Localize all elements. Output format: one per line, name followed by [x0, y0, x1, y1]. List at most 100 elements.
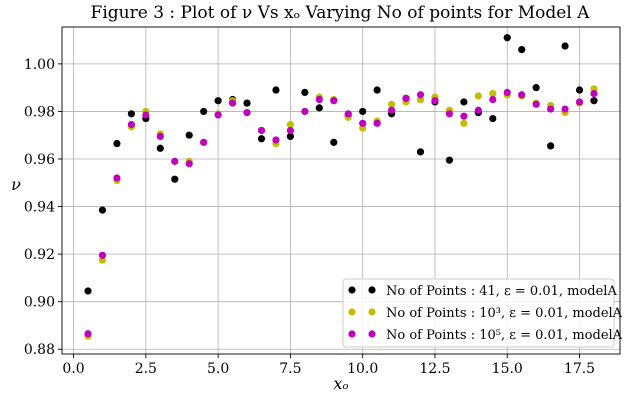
- data-point: [445, 156, 454, 164]
- data-point: [156, 144, 164, 152]
- data-point: [301, 88, 309, 96]
- data-point: [373, 86, 381, 94]
- data-point: [445, 110, 454, 118]
- data-point: [431, 97, 439, 105]
- data-point: [272, 136, 280, 144]
- data-point: [200, 138, 208, 146]
- data-point: [200, 107, 208, 116]
- data-point: [387, 100, 396, 108]
- data-point: [460, 119, 468, 127]
- x-tick-label: 12.5: [419, 361, 450, 377]
- data-point: [127, 110, 135, 118]
- legend-marker: [368, 330, 376, 338]
- y-tick-label: 0.94: [24, 200, 55, 216]
- legend-marker: [368, 308, 376, 316]
- data-point: [575, 86, 584, 94]
- series-1: [84, 34, 598, 295]
- data-point: [156, 132, 164, 140]
- data-points: [84, 34, 598, 340]
- data-point: [518, 45, 526, 54]
- data-point: [532, 100, 540, 108]
- data-point: [127, 120, 135, 129]
- data-point: [503, 88, 511, 96]
- data-point: [416, 148, 425, 156]
- data-point: [344, 110, 352, 118]
- legend-label: No of Points : 10⁵, ε = 0.01, modelA: [386, 328, 623, 343]
- data-point: [561, 42, 569, 50]
- data-point: [243, 99, 251, 107]
- x-axis: 0.0 2.5 5.0 7.5 10.0 12.5 15.0 17.5: [62, 354, 595, 377]
- data-point: [214, 111, 222, 119]
- y-tick-label: 1.00: [24, 57, 55, 73]
- data-point: [402, 94, 410, 102]
- data-point: [359, 119, 367, 127]
- data-point: [532, 84, 540, 92]
- chart-title: Figure 3 : Plot of ν Vs xₒ Varying No of…: [91, 3, 591, 23]
- y-tick-label: 0.92: [24, 247, 55, 263]
- data-point: [315, 95, 323, 104]
- data-point: [257, 126, 266, 135]
- data-point: [373, 119, 381, 127]
- plot-frame: [61, 26, 621, 355]
- data-point: [474, 106, 482, 114]
- data-point: [387, 106, 396, 114]
- data-point: [489, 89, 497, 98]
- data-point: [561, 105, 569, 113]
- data-point: [286, 132, 295, 140]
- y-axis: 0.88 0.90 0.92 0.94 0.96 0.98 1.00: [24, 57, 62, 358]
- x-tick-label: 7.5: [279, 361, 301, 377]
- y-tick-label: 0.98: [24, 104, 55, 120]
- y-tick-label: 0.96: [24, 152, 55, 168]
- data-point: [590, 89, 598, 98]
- series-3: [84, 88, 598, 338]
- x-tick-label: 0.0: [62, 361, 84, 377]
- legend-label: No of Points : 10³, ε = 0.01, modelA: [386, 306, 623, 321]
- data-point: [518, 91, 526, 99]
- data-point: [359, 107, 367, 116]
- x-tick-label: 2.5: [135, 361, 157, 377]
- data-point: [98, 206, 107, 214]
- x-tick-label: 5.0: [207, 361, 229, 377]
- data-point: [185, 131, 193, 139]
- data-point: [84, 287, 92, 295]
- data-point: [142, 111, 150, 119]
- data-point: [474, 92, 482, 100]
- data-point: [503, 34, 511, 42]
- data-point: [547, 105, 555, 113]
- data-point: [113, 174, 121, 182]
- legend-box: [342, 278, 615, 348]
- data-point: [214, 97, 222, 105]
- data-point: [489, 114, 497, 123]
- y-axis-label: ν: [11, 175, 21, 194]
- data-point: [575, 98, 584, 106]
- data-point: [460, 112, 468, 120]
- data-point: [171, 175, 179, 183]
- data-point: [416, 91, 425, 99]
- legend-entry: No of Points : 10⁵, ε = 0.01, modelA: [348, 328, 623, 343]
- data-point: [330, 97, 338, 105]
- data-point: [301, 107, 309, 116]
- legend-marker: [348, 308, 356, 316]
- legend-marker: [368, 286, 376, 294]
- data-point: [286, 120, 295, 129]
- y-tick-label: 0.88: [24, 342, 55, 358]
- legend: No of Points : 41, ε = 0.01, modelA No of…: [342, 278, 623, 348]
- y-tick-label: 0.90: [24, 295, 55, 311]
- legend-entry: No of Points : 10³, ε = 0.01, modelA: [348, 306, 623, 321]
- data-point: [272, 86, 280, 94]
- x-tick-label: 10.0: [347, 361, 378, 377]
- data-point: [330, 138, 338, 146]
- data-point: [460, 98, 468, 106]
- data-point: [590, 97, 598, 105]
- data-point: [315, 104, 323, 112]
- legend-label: No of Points : 41, ε = 0.01, modelA: [386, 284, 617, 299]
- x-axis-label: xₒ: [333, 374, 348, 393]
- legend-marker: [348, 330, 356, 338]
- data-point: [489, 95, 497, 104]
- x-tick-label: 15.0: [492, 361, 523, 377]
- data-point: [84, 330, 92, 338]
- data-point: [98, 251, 107, 259]
- legend-marker: [348, 286, 356, 294]
